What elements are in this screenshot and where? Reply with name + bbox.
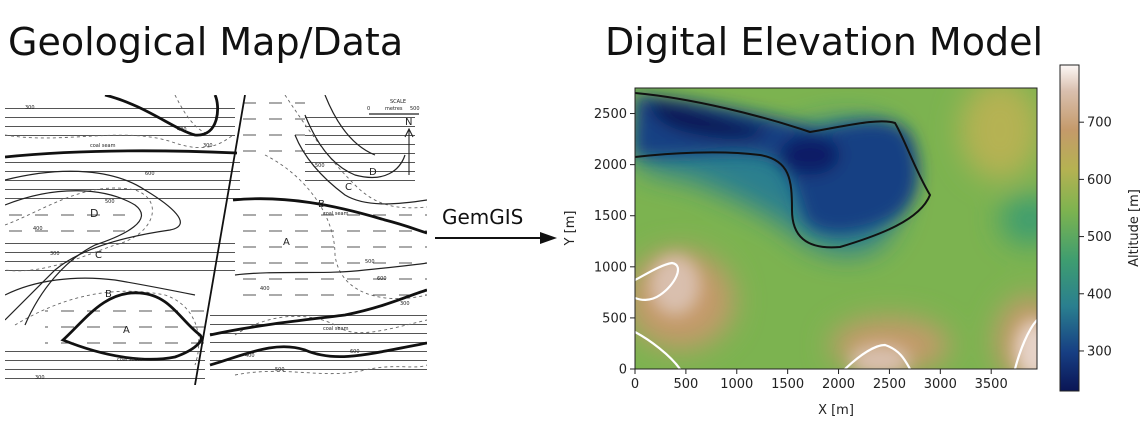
y-tick-label: 0 [619,363,627,378]
contour-label: 300 [400,301,410,307]
dash-band [235,95,305,155]
y-axis: 0 500 1000 1500 2000 2500 [594,107,635,378]
contour-label: 500 [105,199,115,205]
fault-line [194,95,246,385]
colorbar [1059,64,1080,392]
x-axis: 0 500 1000 1500 2000 2500 3000 3500 [631,369,1008,392]
colorbar-ticks: 300 400 500 600 700 [1079,116,1112,359]
contour-label: 600 [377,276,387,282]
x-tick-label: 3000 [924,377,957,392]
seam-labels: coal seam coal seam coal seam coal seam [90,143,349,363]
y-tick-label: 1500 [594,209,627,224]
seam-label: coal seam [90,143,116,149]
contour-label: 500 [365,259,375,265]
unit-label: A [283,237,290,248]
unit-label: B [318,199,325,210]
unit-label: C [345,182,352,193]
contour-label: 400 [245,353,255,359]
north-arrow: N [404,117,414,175]
elevation-surface [635,88,1037,369]
unit-label: D [90,207,98,220]
y-tick-label: 2000 [594,158,627,173]
highlighted-contours [635,92,1037,369]
contour-label: 300 [35,375,45,381]
seam-label: coal seam [323,326,349,332]
scale-max: 500 [410,106,420,112]
x-tick-label: 0 [631,377,639,392]
colorbar-tick-label: 300 [1087,344,1112,359]
contour-labels: 300 400 300 500 600 400 300 500 400 500 … [25,105,410,381]
hatch-band [5,235,235,275]
contour-label: 300 [25,105,35,111]
y-tick-label: 1000 [594,260,627,275]
right-title: Digital Elevation Model [605,20,1044,64]
contour-label: 400 [260,286,270,292]
hatch-band [5,100,235,140]
x-tick-label: 2500 [873,377,906,392]
x-axis-label: X [m] [818,403,854,418]
colorbar-tick-label: 600 [1087,173,1112,188]
coal-seam-lines [5,95,427,367]
left-title: Geological Map/Data [8,20,404,64]
contour-label: 400 [177,127,187,133]
unit-label: D [369,167,377,178]
x-tick-label: 1500 [771,377,804,392]
north-label: N [405,117,412,128]
hatch-band [5,161,240,207]
contour-label: 600 [350,349,360,355]
contour-label: 500 [275,367,285,373]
seam-label: coal seam [323,211,349,217]
scale-label: SCALE [390,99,406,105]
scale-bar: SCALE metres 0 500 [367,99,420,115]
y-tick-label: 2500 [594,107,627,122]
unit-labels: D C B A A B C D [90,167,377,336]
dem-chart: 0 500 1000 1500 2000 2500 3000 3500 0 500 1000 150… [563,64,1142,418]
contour-label: 400 [33,226,43,232]
y-tick-label: 500 [602,311,627,326]
seam-label: coal seam [117,357,143,363]
colorbar-tick-label: 400 [1087,287,1112,302]
hatch-band [210,310,427,375]
geological-map: SCALE metres 0 500 N D C B A A B C D coa… [5,95,427,385]
scale-unit: metres [385,106,403,112]
colorbar-label: Altitude [m] [1127,189,1142,267]
lithology-lines [5,95,427,326]
contour-label: 500 [315,163,325,169]
unit-label: C [95,250,102,261]
arrow-icon [435,232,557,244]
x-tick-label: 2000 [822,377,855,392]
contour-label: 300 [50,251,60,257]
y-axis-label: Y [m] [563,211,578,247]
hatch-band [5,350,205,385]
dash-band [5,205,125,235]
x-tick-label: 3500 [975,377,1008,392]
unit-label: B [105,289,112,300]
arrow-label: GemGIS [442,205,524,229]
contour-label: 600 [145,171,155,177]
colorbar-tick-label: 700 [1087,116,1112,131]
x-tick-label: 1000 [720,377,753,392]
colorbar-tick-label: 500 [1087,230,1112,245]
plot-frame [634,87,1038,370]
unit-label: A [123,325,130,336]
contour-label: 300 [203,143,213,149]
gemgis-arrow: GemGIS [434,205,559,245]
x-tick-label: 500 [673,377,698,392]
scale-zero: 0 [367,106,370,112]
